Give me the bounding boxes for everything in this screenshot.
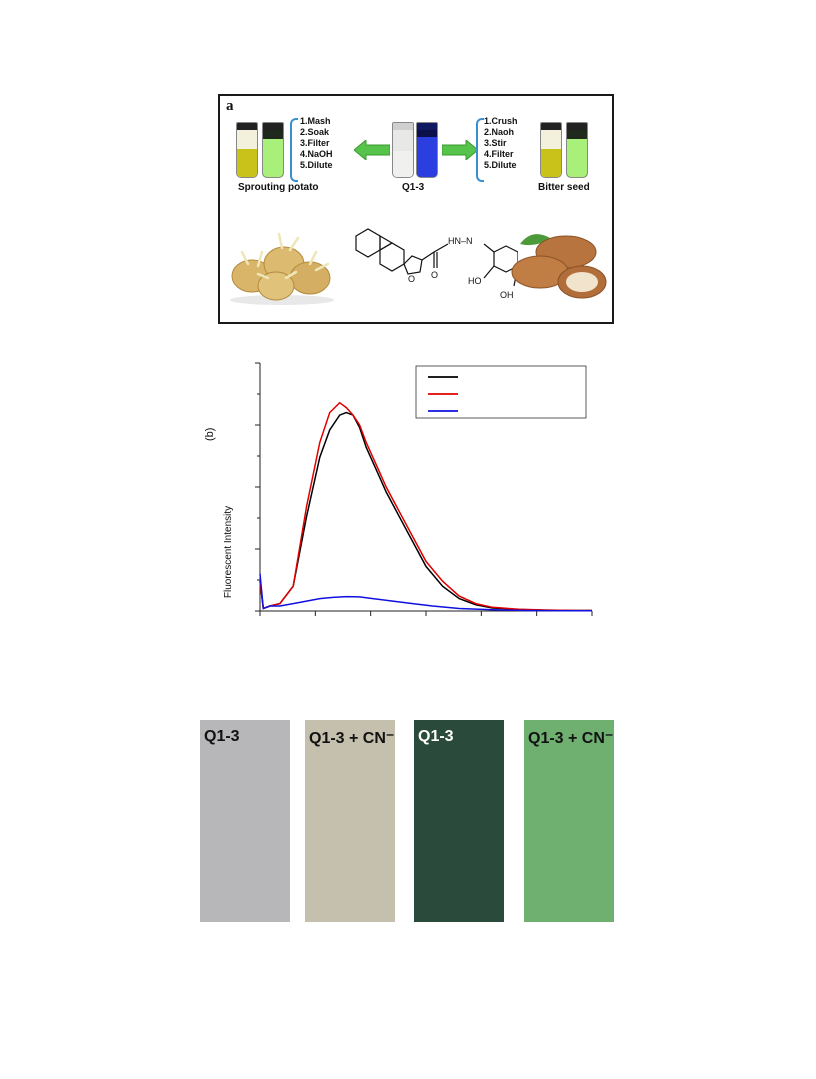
center-sample-label: Q1-3 [402,182,425,193]
vial-green-fluorescence-seed [566,122,588,178]
y-axis-label: Fluorescent Intensity [223,505,234,599]
arrow-left-icon [354,140,390,160]
vial-green-fluorescence [262,122,284,178]
left-steps-list: 1.Mash 2.Soak 3.Filter 4.NaOH 5.Dilute [300,116,333,170]
legend-box [415,365,587,419]
strip-3-label: Q1-3 [418,728,454,745]
figure-panel-a: a 1.Mash 2.Soak 3.Filter 4.NaOH 5.Dilute… [218,94,614,324]
vial-q1-3-blue-fluorescence [416,122,438,178]
panel-a-letter: a [226,98,234,114]
figure-panel-b: (b) Fluorescent Intensity [200,355,610,630]
strip-3: Q1-3 [414,720,504,922]
vial-yellow-solution-seed [540,122,562,178]
right-steps-brace [476,118,484,182]
strip-2-label: Q1-3 + CN⁻ [309,730,395,747]
strip-1: Q1-3 [200,720,290,922]
arrow-right-icon [442,140,478,160]
panel-b-label: (b) [204,427,216,441]
vial-yellow-solution [236,122,258,178]
chemical-structure-diagram: HN–N O O HO OH [355,228,518,300]
left-sample-label: Sprouting potato [238,182,319,193]
structure-oh-label: OH [500,290,514,300]
right-sample-label: Bitter seed [538,182,590,193]
sprouting-potato-image [230,232,334,305]
structure-o-ring-label: O [408,274,415,284]
structure-hn-n-label: HN–N [448,236,473,246]
strip-2: Q1-3 + CN⁻ [305,720,395,922]
strip-4: Q1-3 + CN⁻ [524,720,614,922]
series-line-3 [259,573,592,612]
vial-q1-3-daylight [392,122,414,178]
series-line-2 [259,401,592,612]
structure-ho-label: HO [468,276,482,286]
strip-1-label: Q1-3 [204,728,240,745]
strip-4-label: Q1-3 + CN⁻ [528,730,614,747]
fluorescence-spectrum-chart [255,362,593,616]
bitter-seed-almond-image [511,234,607,299]
right-steps-list: 1.Crush 2.Naoh 3.Stir 4.Filter 5.Dilute [484,116,518,170]
series-line-1 [259,411,592,612]
structure-o-carbonyl-label: O [431,270,438,280]
left-steps-brace [290,118,298,182]
